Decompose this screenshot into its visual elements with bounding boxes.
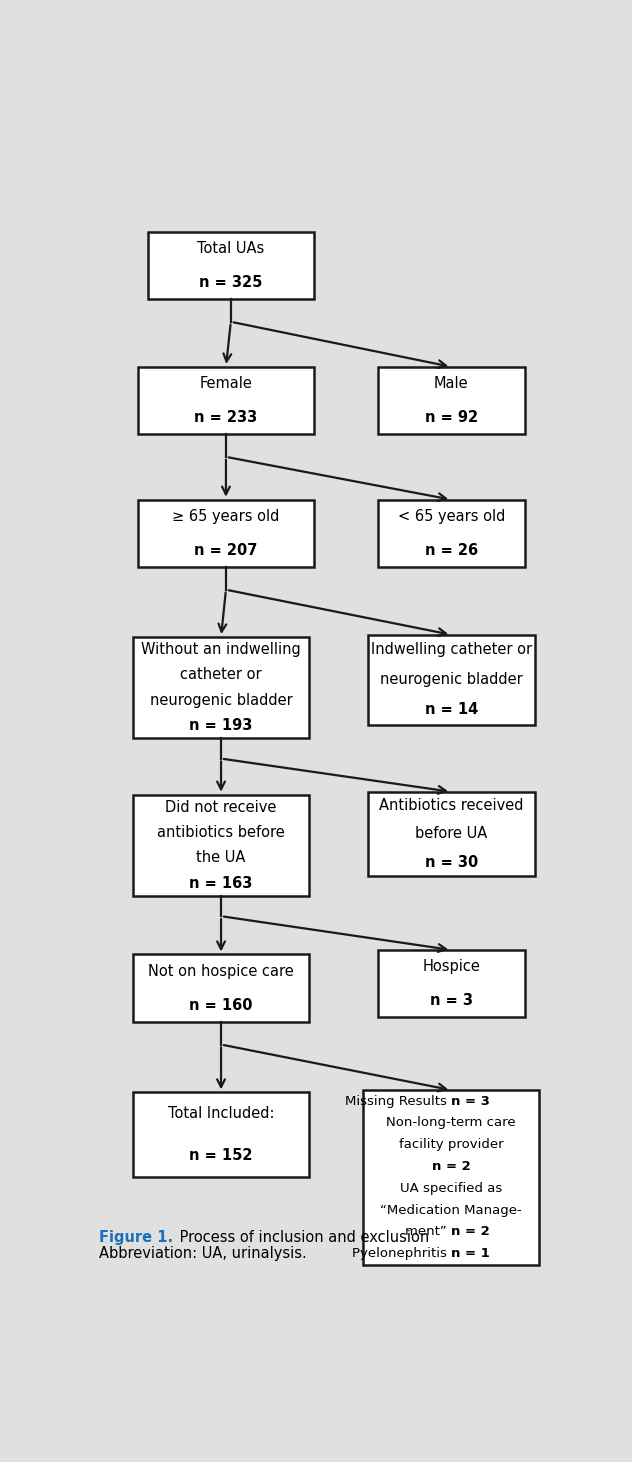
Text: neurogenic bladder: neurogenic bladder [380,673,523,687]
FancyBboxPatch shape [133,795,309,896]
Text: n = 30: n = 30 [425,855,478,870]
FancyBboxPatch shape [148,232,314,300]
Text: Non-long-term care: Non-long-term care [386,1117,516,1129]
Text: Missing Results: Missing Results [345,1095,451,1108]
Text: n = 14: n = 14 [425,702,478,718]
Text: Total Included:: Total Included: [167,1105,274,1121]
Text: Pyelonephritis: Pyelonephritis [352,1247,451,1260]
FancyBboxPatch shape [138,500,314,567]
FancyBboxPatch shape [133,955,309,1022]
Text: UA specified as: UA specified as [400,1181,502,1194]
Text: n = 152: n = 152 [190,1148,253,1164]
Text: n = 233: n = 233 [194,409,258,425]
FancyBboxPatch shape [368,792,535,876]
FancyBboxPatch shape [378,500,525,567]
Text: n = 163: n = 163 [190,876,253,890]
FancyBboxPatch shape [133,637,309,738]
Text: Abbreviation: UA, urinalysis.: Abbreviation: UA, urinalysis. [99,1246,307,1260]
FancyBboxPatch shape [368,635,535,725]
FancyBboxPatch shape [133,1092,309,1177]
Text: the UA: the UA [197,851,246,866]
Text: n = 3: n = 3 [451,1095,490,1108]
Text: n = 92: n = 92 [425,409,478,425]
Text: Male: Male [434,376,468,392]
Text: before UA: before UA [415,826,487,842]
Text: Total UAs: Total UAs [197,241,264,256]
Text: catheter or: catheter or [180,668,262,683]
Text: Did not receive: Did not receive [166,800,277,814]
FancyBboxPatch shape [378,950,525,1018]
FancyBboxPatch shape [378,367,525,434]
Text: Process of inclusion and exclusion: Process of inclusion and exclusion [174,1230,428,1246]
Text: n = 325: n = 325 [199,275,262,289]
Text: n = 2: n = 2 [451,1225,490,1238]
Text: Figure 1.: Figure 1. [99,1230,173,1246]
Text: antibiotics before: antibiotics before [157,825,285,841]
Text: neurogenic bladder: neurogenic bladder [150,693,293,708]
Text: Hospice: Hospice [422,959,480,974]
Text: n = 1: n = 1 [451,1247,490,1260]
FancyBboxPatch shape [138,367,314,434]
Text: “Medication Manage-: “Medication Manage- [380,1203,522,1216]
Text: n = 207: n = 207 [194,542,258,558]
Text: n = 160: n = 160 [190,997,253,1013]
Text: Female: Female [200,376,252,392]
Text: ment”: ment” [405,1225,451,1238]
Text: Without an indwelling: Without an indwelling [141,642,301,656]
Text: facility provider: facility provider [399,1137,504,1151]
Text: Antibiotics received: Antibiotics received [379,798,523,813]
Text: n = 26: n = 26 [425,542,478,558]
Text: n = 2: n = 2 [432,1159,471,1173]
Text: < 65 years old: < 65 years old [398,509,505,523]
FancyBboxPatch shape [363,1091,540,1265]
Text: Indwelling catheter or: Indwelling catheter or [371,642,532,658]
Text: ≥ 65 years old: ≥ 65 years old [173,509,279,523]
Text: Not on hospice care: Not on hospice care [148,963,294,980]
Text: n = 3: n = 3 [430,993,473,1009]
Text: n = 193: n = 193 [190,718,253,732]
